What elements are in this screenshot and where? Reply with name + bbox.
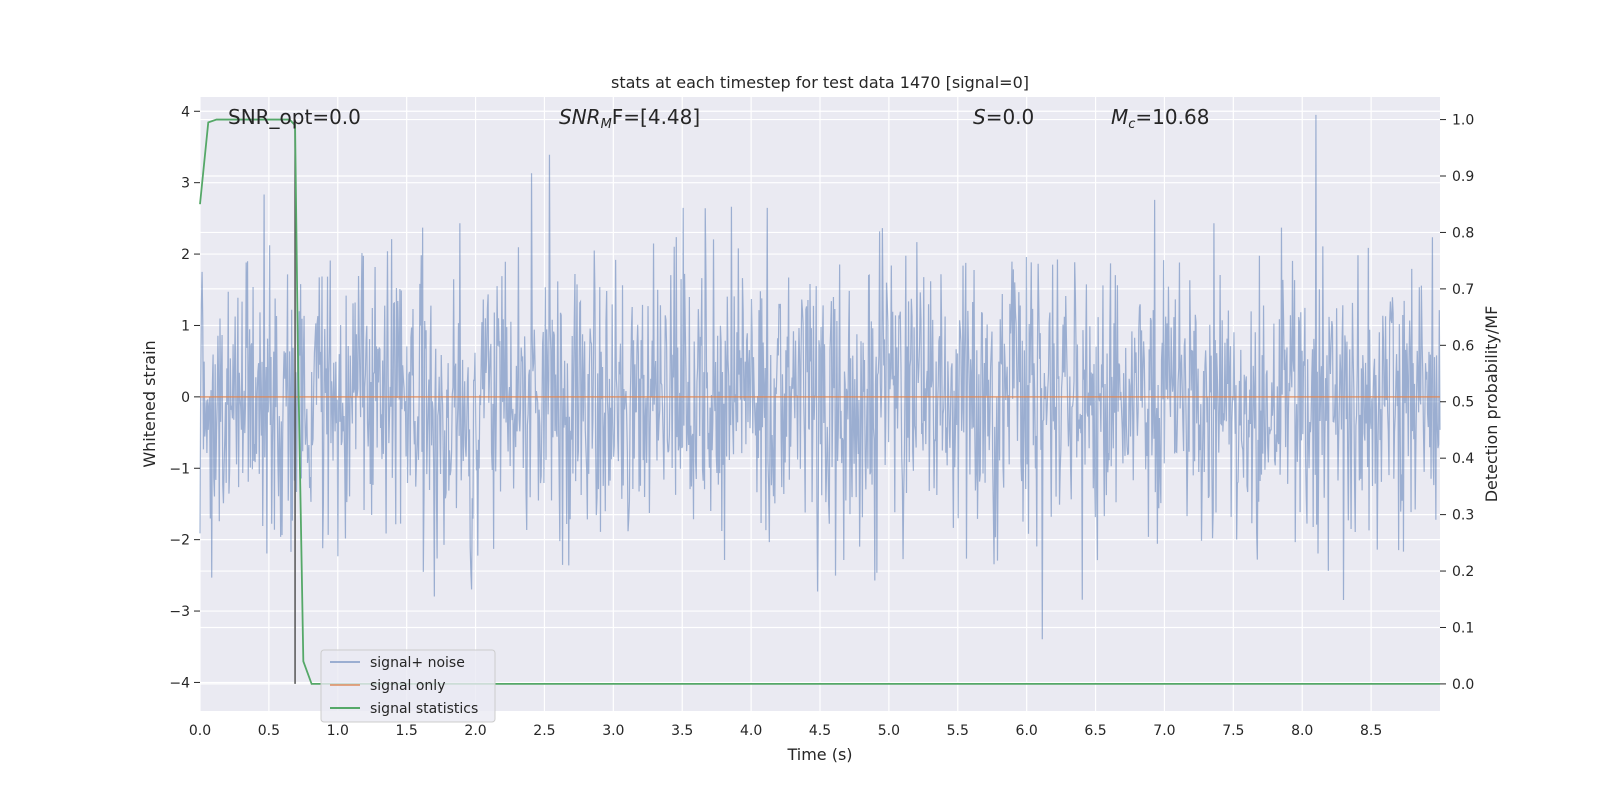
x-tick-label: 1.0 <box>327 723 349 739</box>
x-tick-label: 6.0 <box>1016 723 1038 739</box>
annotation-snr-mf-rest: F=[4.48] <box>612 105 700 129</box>
x-tick-label: 4.0 <box>740 723 762 739</box>
legend-box <box>320 649 496 723</box>
x-tick-label: 3.0 <box>602 723 624 739</box>
annotation-mc-rest: =10.68 <box>1135 105 1209 129</box>
y-tick-label: 0 <box>181 390 190 406</box>
y2-tick-label: 1.0 <box>1452 113 1474 129</box>
y-tick-label: 4 <box>181 104 190 120</box>
y2-tick-label: 0.9 <box>1452 169 1474 185</box>
y2-tick-label: 0.3 <box>1452 508 1474 524</box>
annotation-snr-mf: SNRMF=[4.48] <box>559 105 700 132</box>
y2-tick-label: 0.4 <box>1452 451 1474 467</box>
y-tick-label: 2 <box>181 247 190 263</box>
y-tick-label: 1 <box>181 318 190 334</box>
annotation-mc-var: M <box>1111 105 1128 129</box>
y-tick-label: −4 <box>169 675 190 691</box>
x-tick-label: 0.5 <box>258 723 280 739</box>
annotation-s-var: S <box>973 105 986 129</box>
x-tick-label: 2.0 <box>464 723 486 739</box>
y2-tick-label: 0.6 <box>1452 338 1474 354</box>
x-tick-labels: 0.0 0.5 1.0 1.5 2.0 2.5 3.0 3.5 4.0 4.5 5.0 5.5 6.0 6… <box>189 723 1382 739</box>
annotation-mc-sub: c <box>1128 117 1135 132</box>
x-tick-label: 8.5 <box>1360 723 1382 739</box>
x-tick-label: 7.0 <box>1153 723 1175 739</box>
y-tick-labels: 4 3 2 1 0 −1 −2 −3 −4 <box>169 104 200 691</box>
annotation-snr-mf-sub: M <box>601 117 612 132</box>
y2-tick-label: 0.5 <box>1452 395 1474 411</box>
y-axis-label: Whitened strain <box>140 340 159 467</box>
x-tick-label: 0.0 <box>189 723 211 739</box>
annotation-snr-opt: SNR_opt=0.0 <box>228 105 361 129</box>
legend-label-signal-noise: signal+ noise <box>370 655 465 671</box>
x-tick-label: 2.5 <box>533 723 555 739</box>
x-tick-label: 4.5 <box>809 723 831 739</box>
x-tick-label: 5.0 <box>878 723 900 739</box>
y-tick-label: −1 <box>169 461 190 477</box>
annotation-s-rest: =0.0 <box>986 105 1035 129</box>
y2-tick-labels: 1.0 0.9 0.8 0.7 0.6 0.5 0.4 0.3 0.2 0.1 0.0 <box>1440 113 1474 693</box>
y2-tick-label: 0.7 <box>1452 282 1474 298</box>
legend-label-signal-statistics: signal statistics <box>370 701 478 717</box>
annotation-mc: Mc=10.68 <box>1111 105 1209 132</box>
y2-tick-label: 0.8 <box>1452 225 1474 241</box>
annotation-s: S=0.0 <box>973 105 1034 129</box>
x-axis-label: Time (s) <box>786 745 852 764</box>
x-tick-label: 8.0 <box>1291 723 1313 739</box>
x-tick-label: 6.5 <box>1084 723 1106 739</box>
x-tick-label: 5.5 <box>947 723 969 739</box>
legend: signal+ noise signal only signal statist… <box>320 649 496 723</box>
y2-tick-label: 0.2 <box>1452 564 1474 580</box>
series-signal-statistics <box>199 118 1440 685</box>
x-tick-label: 7.5 <box>1222 723 1244 739</box>
x-tick-label: 3.5 <box>671 723 693 739</box>
y-tick-label: −3 <box>169 604 190 620</box>
y2-tick-label: 0.0 <box>1452 677 1474 693</box>
series-signal-noise <box>199 114 1441 640</box>
annotation-snr-mf-base: SNR <box>559 105 601 129</box>
chart-title: stats at each timestep for test data 147… <box>611 73 1029 92</box>
x-tick-label: 1.5 <box>396 723 418 739</box>
y2-axis-label: Detection probability/MF <box>1482 306 1501 503</box>
legend-label-signal-only: signal only <box>370 678 445 694</box>
signal-statistics-line <box>199 118 1440 685</box>
y-tick-label: −2 <box>169 533 190 549</box>
y2-tick-label: 0.1 <box>1452 620 1474 636</box>
signal-noise-line <box>199 114 1441 640</box>
y-tick-label: 3 <box>181 176 190 192</box>
